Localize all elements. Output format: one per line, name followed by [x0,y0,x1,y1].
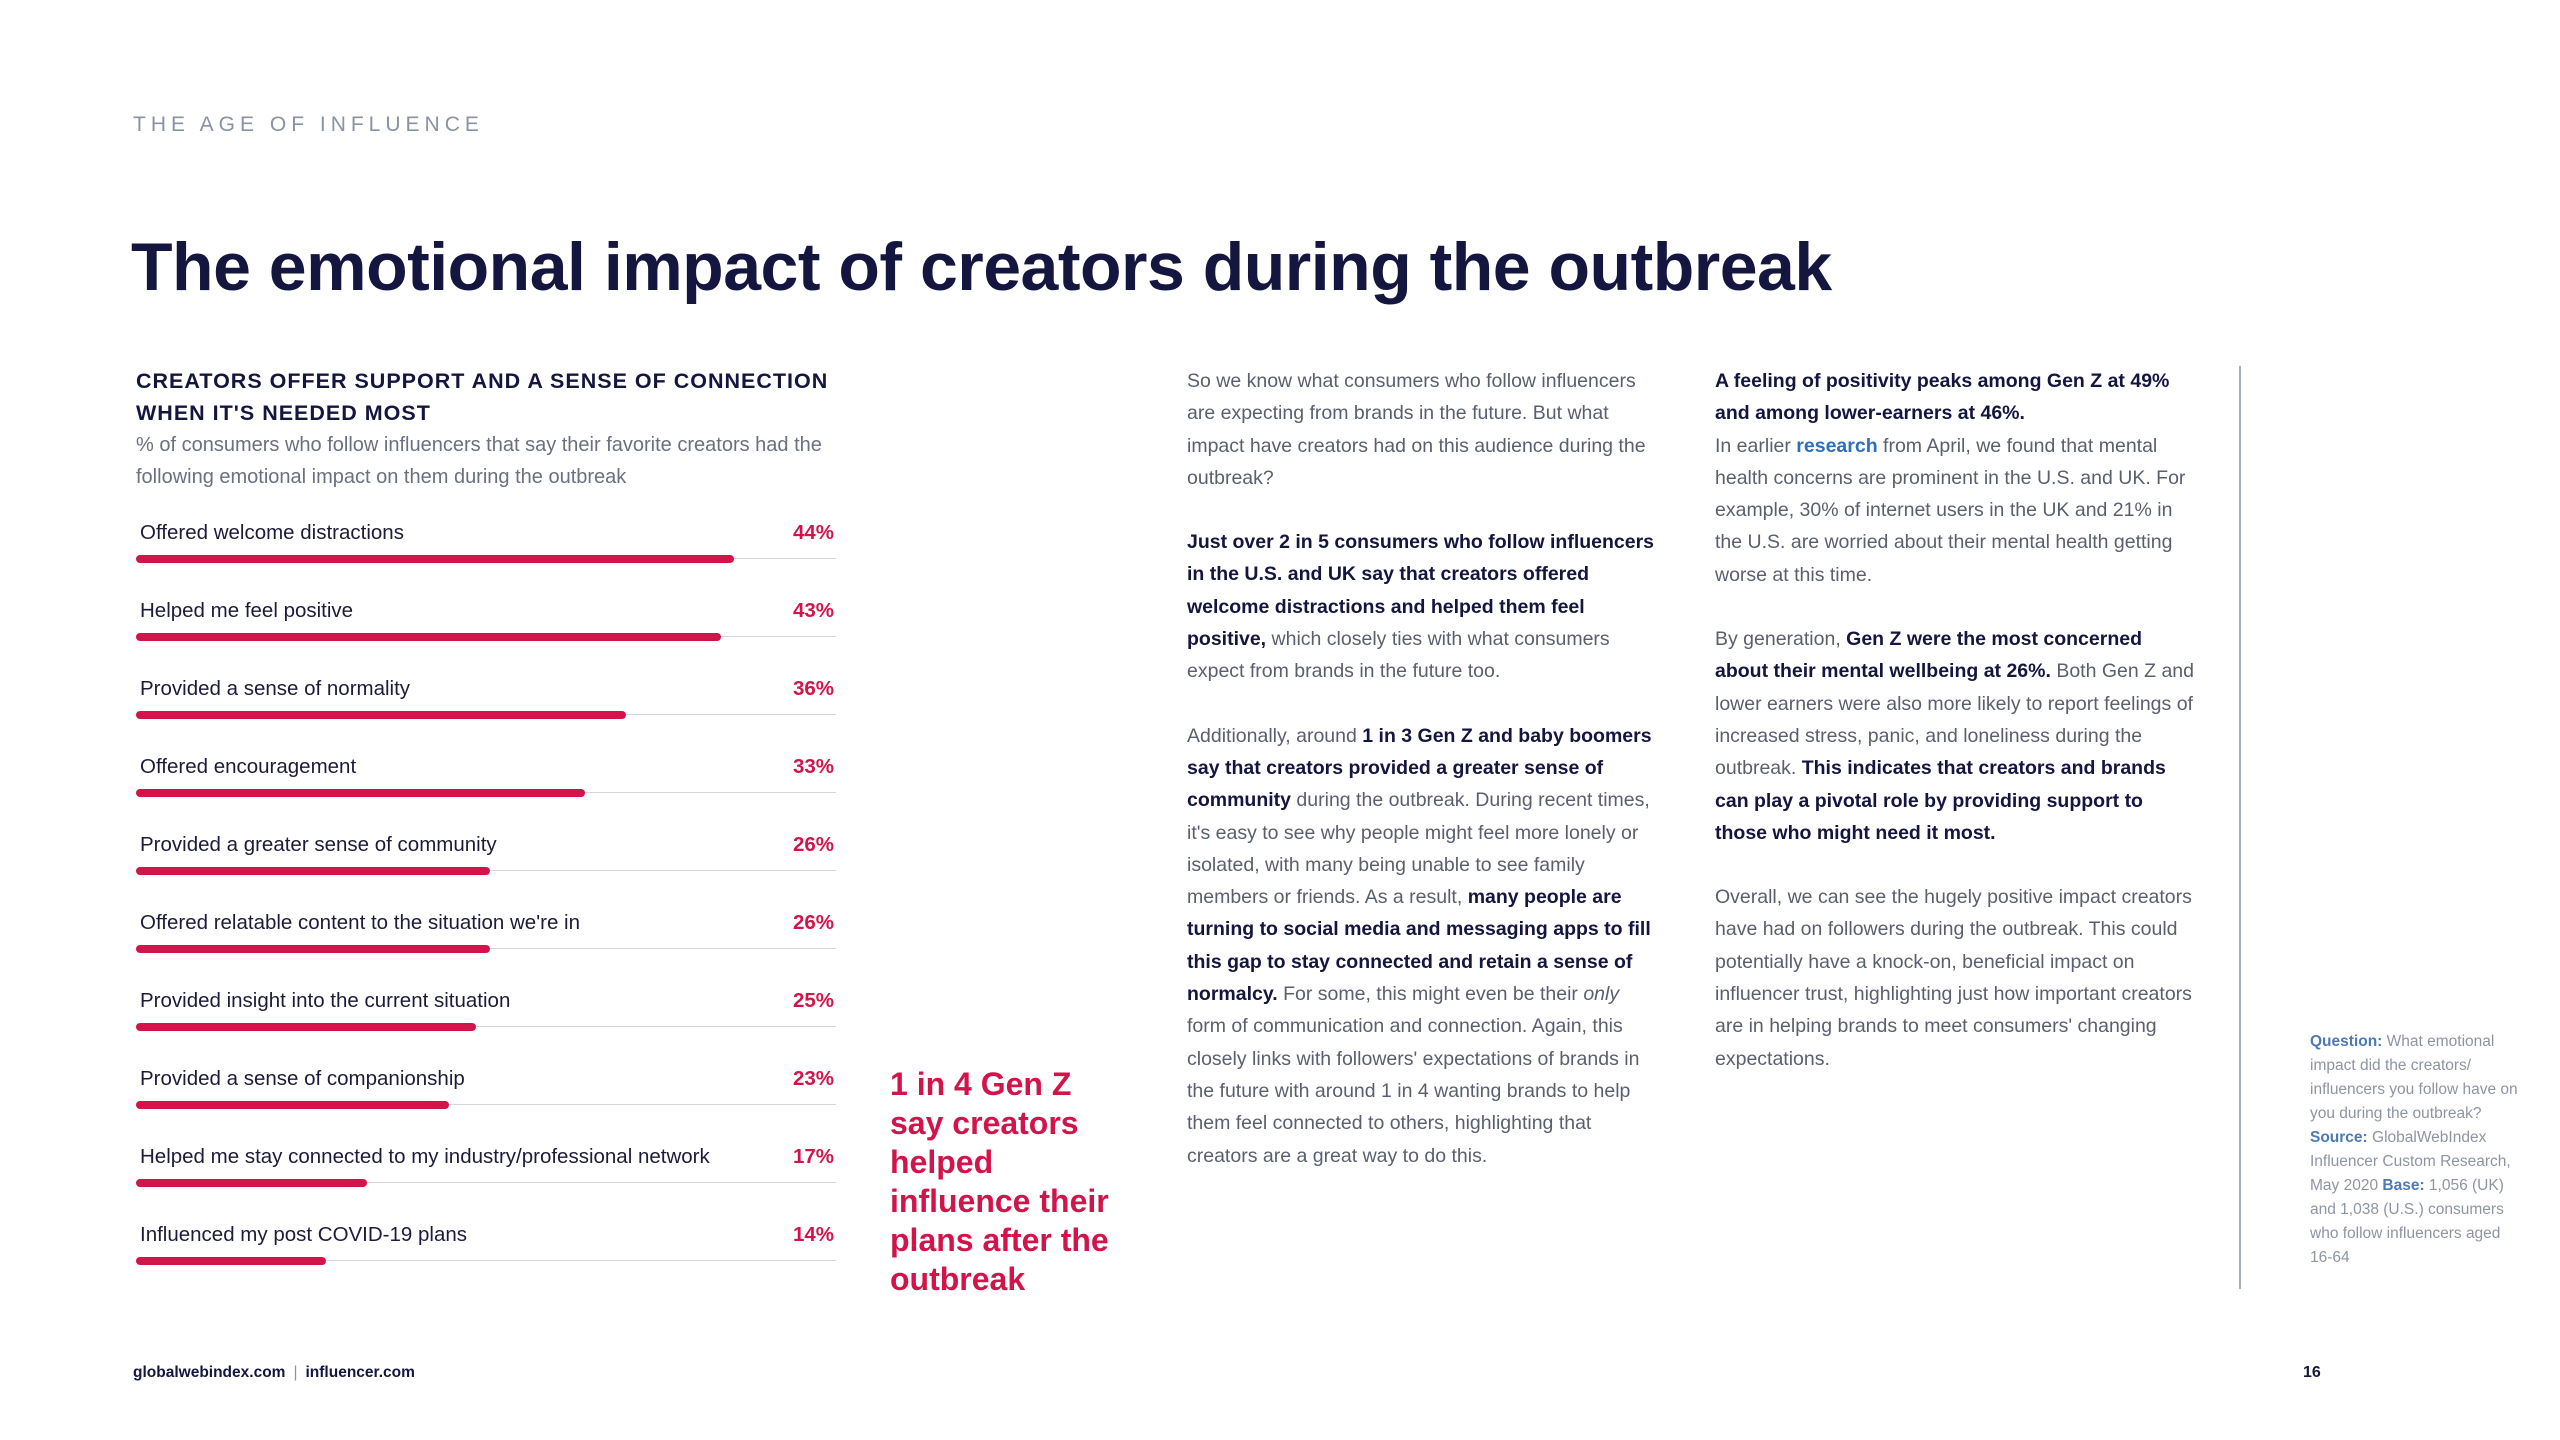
bar-track [136,1104,836,1105]
body-column-1: So we know what consumers who follow inf… [1187,365,1657,1204]
footer-separator: | [293,1364,298,1381]
chart-bars: Offered welcome distractions 44% Helped me… [136,505,836,1285]
bar-value-label: 26% [792,833,834,856]
chart-heading-line-1: CREATORS OFFER SUPPORT AND A SENSE OF CO… [136,369,829,393]
bar-row: Offered welcome distractions 44% [136,505,836,583]
bar [136,1179,367,1187]
col1-paragraph-1: So we know what consumers who follow inf… [1187,370,1646,489]
bar-row: Influenced my post COVID-19 plans 14% [136,1207,836,1285]
footer-link-globalwebindex[interactable]: globalwebindex.com [133,1364,286,1381]
bar-value-label: 43% [792,599,834,622]
bar-label: Helped me stay connected to my industry/… [140,1145,710,1168]
bar-label: Provided a sense of normality [140,677,411,700]
bar-value-label: 25% [792,989,834,1012]
bar-label: Offered encouragement [140,755,357,778]
col2-p1-text-2: from April, we found that mental health … [1715,434,2186,586]
bar [136,711,626,719]
bar-value-label: 26% [792,911,834,934]
bar [136,945,490,953]
question-label: Question: [2310,1033,2383,1050]
section-kicker: THE AGE OF INFLUENCE [133,113,484,136]
bar-label: Provided a greater sense of community [140,833,497,856]
bar-value-label: 36% [792,677,834,700]
col1-paragraph-2: Just over 2 in 5 consumers who follow in… [1187,526,1657,687]
bar-row: Helped me stay connected to my industry/… [136,1129,836,1207]
col1-p3-text-1: Additionally, around [1187,724,1363,747]
bar-chart: CREATORS OFFER SUPPORT AND A SENSE OF CO… [136,365,836,1285]
col2-p1-text-1: In earlier [1715,434,1797,457]
bar-value-label: 44% [792,521,834,544]
vertical-divider [2239,366,2241,1289]
bar-value-label: 14% [792,1223,834,1246]
base-text: 1,056 (UK) and 1,038 (U.S.) consumers wh… [2310,1177,2504,1266]
bar-value-label: 17% [792,1145,834,1168]
bar [136,555,734,563]
col1-p2-bold-1: Just over 2 in 5 consumers who follow in… [1187,531,1655,651]
bar-label: Influenced my post COVID-19 plans [140,1223,468,1246]
col2-p2-text-1: By generation, [1715,628,1847,651]
page-title: The emotional impact of creators during … [131,229,1832,305]
bar-label: Provided insight into the current situat… [140,989,511,1012]
bar [136,1101,449,1109]
bar-track [136,1182,836,1183]
bar-value-label: 23% [792,1067,834,1090]
bar-row: Helped me feel positive 43% [136,583,836,661]
source-label: Source: [2310,1129,2368,1146]
col2-p2-bold-2: This indicates that creators and brands … [1715,757,2166,844]
col2-p2-bold-1: Gen Z were the most concerned about thei… [1715,628,2142,683]
col1-p3-bold-1: 1 in 3 Gen Z and baby boomers say that c… [1187,724,1652,812]
footer-link-influencer[interactable]: influencer.com [305,1364,415,1381]
col2-paragraph-2: By generation, Gen Z were the most conce… [1715,623,2195,849]
footer: globalwebindex.com | influencer.com [133,1364,415,1382]
bar-label: Offered welcome distractions [140,521,404,544]
col2-paragraph-1: A feeling of positivity peaks among Gen … [1715,365,2195,591]
chart-subtitle: % of consumers who follow influencers th… [136,434,822,488]
chart-heading-line-2: WHEN IT'S NEEDED MOST [136,401,431,425]
bar [136,1023,476,1031]
col2-p2-text-2: Both Gen Z and lower earners were also m… [1715,660,2194,780]
bar [136,867,490,875]
source-note: Question: What emotional impact did the … [2310,1030,2525,1270]
bar-row: Provided insight into the current situat… [136,973,836,1051]
body-column-2: A feeling of positivity peaks among Gen … [1715,365,2195,1107]
bar-label: Offered relatable content to the situati… [140,911,580,934]
bar-row: Provided a sense of companionship 23% [136,1051,836,1129]
col1-p3-bold-2: many people are turning to social media … [1187,886,1651,1006]
base-label: Base: [2382,1177,2425,1194]
page-number: 16 [2303,1364,2321,1381]
callout-quote: 1 in 4 Gen Z say creators helped influen… [890,1066,1109,1297]
source-text: GlobalWebIndex Influencer Custom Researc… [2310,1129,2511,1194]
col1-p3-italic-1: only [1583,983,1620,1006]
bar [136,789,585,797]
bar-label: Provided a sense of companionship [140,1067,465,1090]
chart-heading: CREATORS OFFER SUPPORT AND A SENSE OF CO… [136,365,836,429]
research-link[interactable]: research [1796,434,1878,457]
bar-row: Provided a greater sense of community 26% [136,817,836,895]
bar-label: Helped me feel positive [140,599,354,622]
bar [136,1257,326,1265]
bar-row: Offered encouragement 33% [136,739,836,817]
col2-paragraph-3: Overall, we can see the hugely positive … [1715,886,2192,1070]
col1-p3-text-4: form of communication and connection. Ag… [1187,1015,1640,1167]
col2-p1-bold-1: A feeling of positivity peaks among Gen … [1715,370,2170,425]
col1-p3-text-3: For some, this might even be their [1277,983,1584,1006]
question-text: What emotional impact did the creators/ … [2310,1033,2518,1122]
col1-p2-text-1: which closely ties with what consumers e… [1187,628,1610,683]
bar-value-label: 33% [792,755,834,778]
bar [136,633,721,641]
col1-paragraph-3: Additionally, around 1 in 3 Gen Z and ba… [1187,720,1657,1172]
bar-row: Provided a sense of normality 36% [136,661,836,739]
bar-row: Offered relatable content to the situati… [136,895,836,973]
bar-track [136,1026,836,1027]
col1-p3-text-2: during the outbreak. During recent times… [1187,789,1650,909]
bar-track [136,1260,836,1261]
